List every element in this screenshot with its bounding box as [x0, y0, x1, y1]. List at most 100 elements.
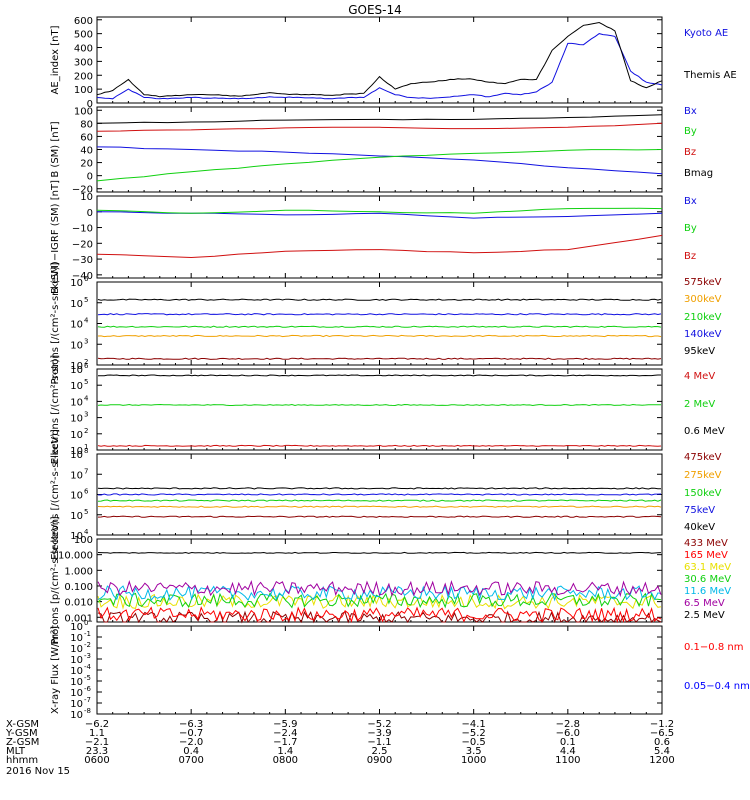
legend-label: Bx: [684, 196, 697, 207]
footer-value: −6.5: [650, 728, 674, 739]
panel-3: 10 0 −10 −20 −30 −40 B (SM)−IGRF (SM) [nT] Bx By…: [50, 180, 697, 294]
footer-date: 2016 Nov 15: [6, 766, 70, 777]
footer-value: 0800: [273, 755, 298, 766]
legend-label: Themis AE: [683, 70, 737, 81]
panel-frame: [96, 625, 663, 715]
footer-row-label: hhmm: [6, 755, 38, 766]
y-tick-label: 10: [70, 688, 83, 699]
series-line-275kev: [97, 505, 662, 508]
series-line-bz: [96, 234, 663, 259]
series-line-kyoto-ae: [96, 33, 663, 100]
series-line-165-mev: [97, 606, 662, 624]
y-tick-exponent: 5: [84, 296, 88, 304]
series-line-75kev: [97, 493, 662, 496]
y-tick-label: 40: [80, 146, 93, 157]
y-tick-label: 10: [70, 699, 83, 710]
series-line-bmag: [96, 114, 663, 124]
footer-value: −2.4: [273, 728, 297, 739]
y-tick-label: 10: [70, 414, 83, 425]
legend-label: 275keV: [684, 470, 722, 481]
y-tick-label: 10: [70, 677, 83, 688]
footer-value: −3.9: [367, 728, 391, 739]
y-tick-exponent: 5: [84, 508, 88, 516]
y-tick-label: 200: [74, 71, 93, 82]
y-axis-label: AE_index [nT]: [50, 25, 61, 94]
y-tick-label: 10.000: [58, 551, 93, 562]
y-tick-label: 10: [70, 361, 83, 372]
y-tick-label: 10: [70, 446, 83, 457]
footer-value: 0.6: [654, 737, 670, 748]
y-tick-exponent: -6: [84, 685, 92, 693]
legend-label: Bmag: [684, 168, 713, 179]
legend-label: Bz: [684, 147, 696, 158]
legend-label: 40keV: [684, 522, 715, 533]
footer-value: −4.1: [462, 719, 486, 730]
footer-value: −6.2: [85, 719, 109, 730]
y-tick-label: 10: [70, 430, 83, 441]
footer-value: −1.7: [273, 737, 297, 748]
legend-label: By: [684, 223, 697, 234]
series-line-bz: [96, 122, 663, 132]
footer-value: 1100: [555, 755, 580, 766]
y-tick-label: 80: [80, 119, 93, 130]
y-tick-label: 100: [74, 85, 93, 96]
y-tick-exponent: 3: [84, 411, 88, 419]
footer-value: −6.3: [179, 719, 203, 730]
footer-value: 0.1: [560, 737, 576, 748]
y-tick-label: 500: [74, 30, 93, 41]
series-line-by: [96, 207, 663, 214]
y-tick-label: 10: [70, 365, 83, 376]
footer-value: 0700: [178, 755, 203, 766]
legend-label: By: [684, 126, 697, 137]
footer-value: −1.1: [367, 737, 391, 748]
y-tick-label: −20: [72, 185, 93, 196]
y-tick-label: −30: [72, 255, 93, 266]
legend-label: 0.05−0.4 nm: [684, 681, 750, 692]
y-tick-label: 10: [70, 644, 83, 655]
panel-frame: [96, 368, 663, 451]
panel-2: 100 80 60 40 20 0 −20 B (SM) [nT] Bx By Bz Bmag: [50, 106, 713, 196]
series-line-40kev: [97, 487, 662, 490]
y-tick-exponent: 4: [84, 528, 89, 536]
legend-label: 300keV: [684, 294, 722, 305]
panel-8: 10-810-710-610-510-410-310-210-110 0X-ray…: [50, 619, 750, 721]
y-tick-exponent: 0: [84, 619, 88, 627]
y-tick-exponent: -3: [84, 652, 91, 660]
y-tick-exponent: 1: [84, 443, 88, 451]
y-tick-label: 10: [70, 710, 83, 721]
series-line-2-5-mev: [97, 551, 662, 554]
legend-label: 75keV: [684, 505, 715, 516]
y-tick-label: 600: [74, 16, 93, 27]
footer-value: 0600: [84, 755, 109, 766]
ephemeris-footer: X-GSM −6.2 −6.3 −5.9 −5.2 −4.1 −2.8 −1.2Y-GSM 1.…: [5, 719, 675, 777]
footer-row-label: MLT: [6, 746, 26, 757]
y-tick-exponent: 6: [84, 488, 89, 496]
footer-value: −1.2: [650, 719, 674, 730]
series-line-140kev: [97, 313, 662, 316]
y-tick-label: 100: [74, 535, 93, 546]
legend-label: 140keV: [684, 329, 722, 340]
plot-title: GOES-14: [348, 3, 402, 17]
y-tick-exponent: 3: [84, 337, 88, 345]
footer-value: 2.5: [372, 746, 388, 757]
series-line-575kev: [97, 357, 662, 360]
y-tick-label: 400: [74, 44, 93, 55]
series-line-475kev: [97, 515, 662, 518]
footer-row-label: Y-GSM: [5, 728, 38, 739]
y-tick-exponent: -4: [84, 663, 92, 671]
footer-value: 0900: [367, 755, 392, 766]
footer-value: 5.4: [654, 746, 670, 757]
footer-value: −0.5: [462, 737, 486, 748]
y-tick-label: 0.001: [64, 613, 93, 624]
panel-frame: [96, 538, 663, 623]
footer-value: −0.7: [179, 728, 203, 739]
y-axis-label: B (SM) [nT]: [50, 121, 61, 177]
series-line-by: [96, 149, 663, 182]
footer-value: −2.1: [85, 737, 109, 748]
y-tick-label: −10: [72, 224, 93, 235]
footer-value: −5.9: [273, 719, 297, 730]
series-line-300kev: [97, 334, 662, 338]
y-tick-exponent: -2: [84, 641, 91, 649]
